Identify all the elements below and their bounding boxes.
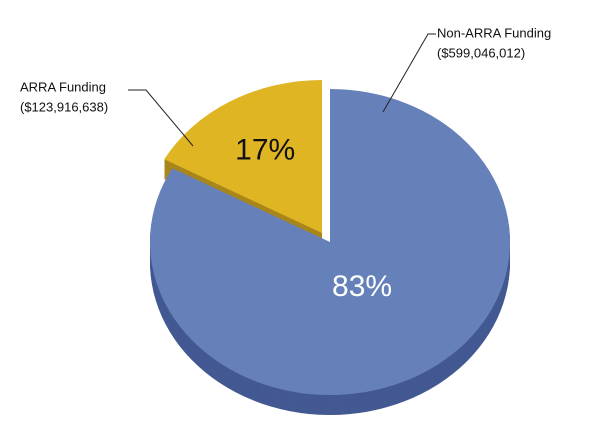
legend-label: Non-ARRA Funding bbox=[437, 25, 551, 40]
slice bbox=[164, 79, 322, 233]
slice bbox=[149, 89, 511, 395]
legend-label: ARRA Funding bbox=[20, 79, 106, 94]
amount-label: ($123,916,638) bbox=[20, 99, 108, 114]
value-label: 83% bbox=[332, 270, 392, 303]
leader-line bbox=[382, 33, 436, 113]
amount-label: ($599,046,012) bbox=[437, 45, 525, 60]
leader-line bbox=[128, 89, 194, 147]
value-label: 17% bbox=[235, 133, 295, 166]
